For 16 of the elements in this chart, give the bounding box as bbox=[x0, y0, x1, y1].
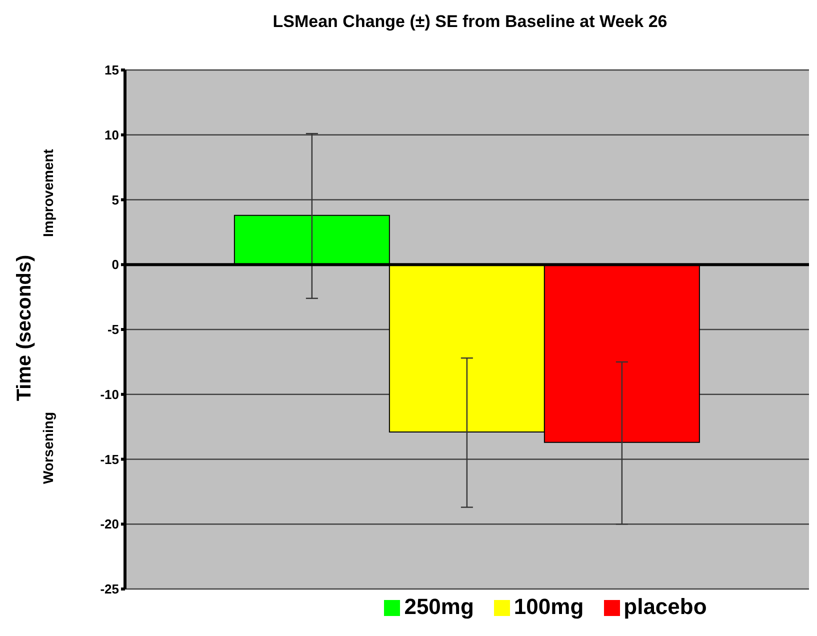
legend-label: 100mg bbox=[514, 594, 584, 619]
y-tick-label: -15 bbox=[100, 452, 119, 467]
y-tick-label: -20 bbox=[100, 516, 119, 532]
y-tick-label: 15 bbox=[104, 62, 119, 78]
text: Worsening bbox=[40, 412, 56, 484]
legend-label: 250mg bbox=[404, 594, 474, 619]
y-tick-label: 10 bbox=[104, 127, 119, 142]
y-tick-label: -25 bbox=[100, 582, 119, 597]
text: Improvement bbox=[40, 149, 56, 237]
y-tick-label: -5 bbox=[107, 322, 119, 338]
y-tick-label: -10 bbox=[100, 386, 119, 402]
chart-title: LSMean Change (±) SE from Baseline at Week 26 bbox=[272, 12, 668, 32]
y-tick-label: 0 bbox=[112, 257, 119, 272]
y-tick-label: 5 bbox=[112, 192, 119, 208]
y-axis-title: Time (seconds) bbox=[14, 254, 36, 402]
legend-label: placebo bbox=[624, 594, 707, 619]
